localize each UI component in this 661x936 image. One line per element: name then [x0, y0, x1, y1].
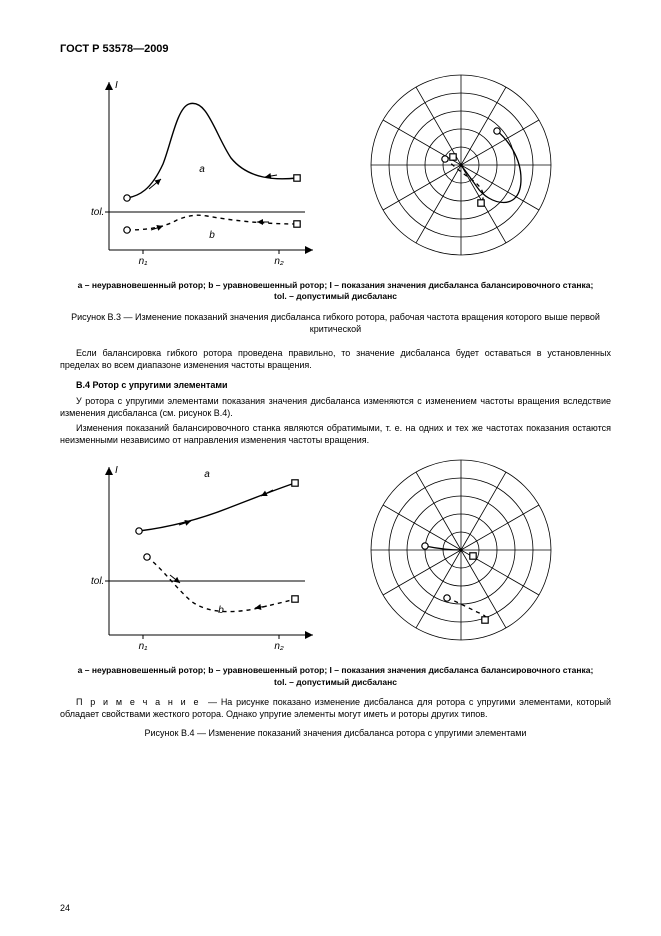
svg-text:n₁: n₁ [138, 641, 147, 652]
svg-text:b: b [209, 230, 215, 241]
svg-text:I: I [115, 80, 118, 91]
figure-b4-svg: Itol. n₁ n₂ a b [81, 450, 591, 656]
doc-header: ГОСТ Р 53578—2009 [60, 42, 611, 57]
figure-b3-legend: a – неуравновешенный ротор; b – уравнове… [72, 280, 599, 303]
para-2: У ротора с упругими элементами показания… [60, 395, 611, 419]
svg-text:I: I [115, 465, 118, 476]
para-3: Изменения показаний балансировочного ста… [60, 422, 611, 446]
svg-text:n₁: n₁ [138, 256, 147, 267]
figure-b3: Itol. n₁ n₂ a b [60, 65, 611, 274]
svg-text:tol.: tol. [91, 576, 104, 587]
figure-b3-svg: Itol. n₁ n₂ a b [81, 65, 591, 271]
section-b4-title: В.4 Ротор с упругими элементами [60, 379, 611, 391]
figure-b4-note: П р и м е ч а н и е — На рисунке показан… [60, 696, 611, 720]
page-number: 24 [60, 902, 70, 914]
note-label: П р и м е ч а н и е [76, 697, 200, 707]
svg-text:a: a [204, 469, 210, 480]
svg-text:n₂: n₂ [274, 641, 284, 652]
figure-b4-caption: Рисунок В.4 — Изменение показаний значен… [60, 727, 611, 739]
figure-b4: Itol. n₁ n₂ a b [60, 450, 611, 659]
figure-b3-caption: Рисунок В.3 — Изменение показаний значен… [60, 311, 611, 335]
page: ГОСТ Р 53578—2009 Itol. n₁ n₂ a b a – неурав… [0, 0, 661, 936]
svg-text:n₂: n₂ [274, 256, 284, 267]
svg-text:a: a [199, 164, 205, 175]
svg-text:b: b [218, 605, 224, 616]
figure-b4-legend: a – неуравновешенный ротор; b – уравнове… [72, 665, 599, 688]
para-1: Если балансировка гибкого ротора проведе… [60, 347, 611, 371]
svg-text:tol.: tol. [91, 207, 104, 218]
